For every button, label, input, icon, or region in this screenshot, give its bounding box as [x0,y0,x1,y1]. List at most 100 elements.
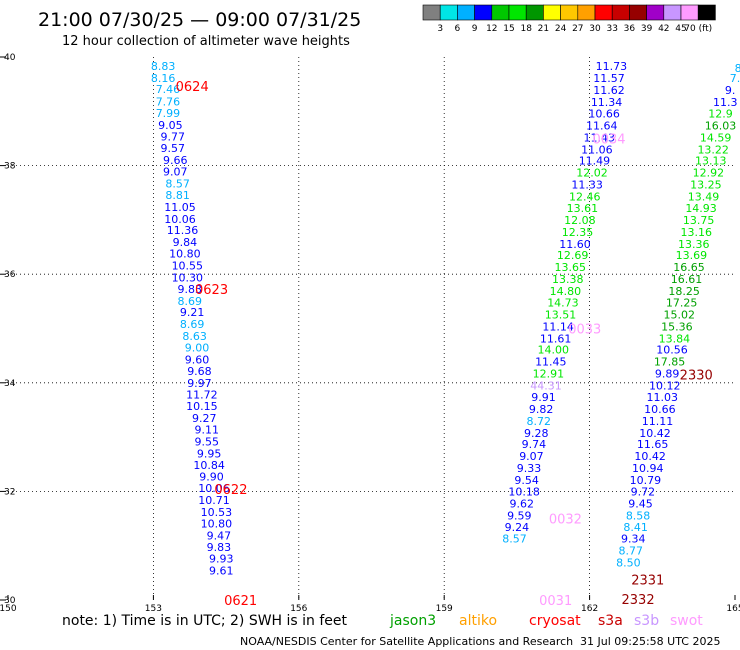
wave-height-label: 16.65 [673,261,705,274]
wave-height-label: 9.07 [519,450,544,463]
satellite-legend-item: s3a [598,613,623,629]
colorbar-tick-label: 30 [589,24,601,34]
wave-height-label: 9.27 [192,412,217,425]
wave-height-label: 10.42 [639,427,671,440]
wave-height-label: 11.49 [579,155,611,168]
footer-note: note: 1) Time is in UTC; 2) SWH is in fe… [62,613,348,629]
time-label: 2330 [680,369,713,384]
wave-height-label: 9.07 [163,166,188,179]
wave-height-label: 10.06 [198,482,230,495]
colorbar-swatch [543,4,561,21]
wave-height-label: 9.24 [505,521,530,534]
x-tick-label: 153 [145,604,162,614]
axis-ticks: 150 153 156 159 162 165 40 38 36 34 32 30 [0,53,740,614]
satellite-legend-item: swot [670,613,703,629]
time-label: 0624 [176,80,209,95]
colorbar-tick-label: 27 [572,24,583,34]
wave-height-label: 12.69 [557,249,589,262]
wave-height-label: 13.84 [659,332,691,345]
colorbar-tick-label: 33 [606,24,617,34]
wave-height-label: 8.69 [180,318,205,331]
wave-height-label: 9.68 [187,365,212,378]
wave-height-label: 9.28 [524,427,549,440]
wave-height-label: 8.69 [178,295,203,308]
footer-timestamp: 31 Jul 09:25:58 UTC 2025 [580,635,720,648]
wave-height-label: 9.00 [185,342,210,355]
colorbar-tick-label: 18 [520,24,532,34]
wave-height-label: 9.45 [628,497,653,510]
wave-height-label: 13.16 [680,226,712,239]
colorbar-swatch [577,4,596,21]
grid-lines [8,57,735,600]
wave-height-label: 12.02 [576,167,608,180]
colorbar-swatch [491,4,510,21]
wave-height-label: 9.72 [631,485,656,498]
wave-height-label: 9.97 [187,377,212,390]
colorbar-swatch [474,4,493,21]
wave-height-label: 11.73 [596,60,628,73]
colorbar-tick-label: 39 [641,24,653,34]
wave-height-label: 17.85 [654,356,686,369]
wave-height-label: 10.53 [201,506,233,519]
wave-height-label: 16.03 [705,119,737,132]
wave-height-label: 8.41 [623,521,648,534]
y-tick-label: 30 [4,596,16,606]
wave-height-label: 13.65 [554,261,586,274]
wave-height-label: 11.34 [591,96,623,109]
wave-height-label: 12.91 [533,368,565,381]
wave-height-label: 13.13 [695,155,727,168]
colorbar-tick-label: 70 (ft) [684,24,712,34]
wave-height-label: 12.46 [569,191,601,204]
wave-height-label: 8.63 [182,330,207,343]
colorbar-swatch [525,4,544,21]
wave-height-label: 14.59 [700,131,732,144]
colorbar-swatch [508,4,527,21]
wave-height-label: 9.84 [173,236,198,249]
colorbar-swatch [629,4,647,21]
time-label: 2332 [622,593,655,608]
wave-height-label: 10.71 [198,494,230,507]
time-label: 0622 [214,483,247,498]
colorbar-swatch [680,4,699,21]
wave-height-label: 10.56 [656,344,688,357]
wave-height-label: 9.59 [507,509,532,522]
y-tick-label: 34 [4,379,16,389]
wave-height-label: 10.66 [644,403,676,416]
wave-height-label: 10.79 [630,474,662,487]
wave-height-label: 17.25 [666,296,698,309]
colorbar-tick-label: 42 [658,24,669,34]
wave-height-label: 10.18 [508,485,540,498]
wave-height-label: 13.22 [697,143,729,156]
colorbar-swatch [646,4,665,21]
data-marks: 8.838.167.467.767.999.059.779.579.669.07… [151,60,740,609]
time-label: 0031 [539,594,572,609]
wave-height-label: 9.21 [180,306,205,319]
wave-height-label: 11.60 [559,238,591,251]
wave-height-label: 10.94 [632,462,664,475]
wave-height-label: 13.36 [678,238,710,251]
wave-height-label: 11.72 [186,389,218,402]
wave-height-label: 9.74 [522,438,547,451]
wave-height-label: 14.00 [538,344,570,357]
wave-height-label: 9.47 [207,529,232,542]
x-tick-label: 150 [0,604,17,614]
wave-height-label: 13.69 [676,249,708,262]
wave-height-label: 9. [725,84,736,97]
y-tick-label: 40 [4,53,16,63]
wave-height-label: 10.30 [172,271,204,284]
wave-height-label: 10.80 [169,248,201,261]
wave-height-label: 12.08 [564,214,596,227]
wave-height-label: 7.76 [156,96,181,109]
time-label: 0623 [195,283,228,298]
wave-height-label: 9.66 [163,154,188,167]
time-label: 2331 [631,573,664,588]
colorbar-tick-label: 21 [538,24,549,34]
colorbar-tick-label: 15 [503,24,514,34]
wave-height-label: 15.02 [664,308,696,321]
x-tick-label: 159 [436,604,453,614]
wave-height-label: 9.54 [514,474,539,487]
wave-height-label: 8.58 [626,509,651,522]
wave-height-label: 11.57 [593,72,625,85]
time-label: 0621 [224,594,257,609]
